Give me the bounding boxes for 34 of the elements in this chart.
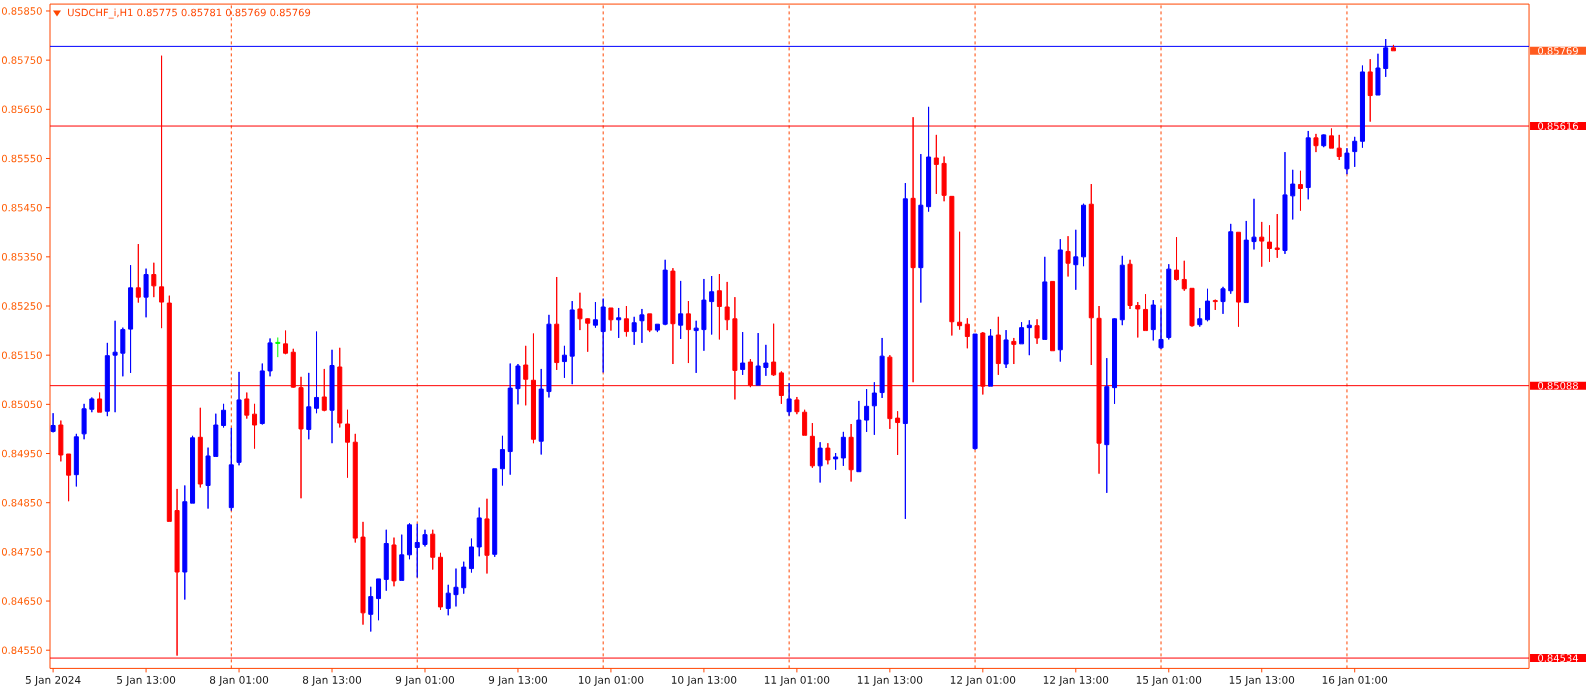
y-tick-label: 0.85550 [1, 154, 42, 163]
text: 0.85769 [1538, 47, 1578, 55]
x-tick-label: 5 Jan 2024 [25, 675, 81, 686]
y-tick-label: 0.85750 [1, 56, 42, 64]
x-tick-label: 10 Jan 13:00 [671, 675, 737, 686]
y-tick-label: 0.85850 [1, 7, 42, 15]
y-tick-label: 0.85250 [1, 302, 42, 310]
x-tick-label: 15 Jan 13:00 [1229, 675, 1295, 686]
chart-title: USDCHF_i,H1 0.85775 0.85781 0.85769 0.85769 [68, 8, 311, 19]
ref-line-label: 0.85616 [1538, 122, 1578, 130]
y-tick-label: 0.84950 [1, 449, 42, 458]
x-tick-label: 9 Jan 01:00 [395, 675, 455, 686]
y-tick-label: 0.84750 [1, 548, 42, 556]
x-tick-label: 11 Jan 13:00 [857, 675, 923, 686]
x-tick-label: 8 Jan 01:00 [209, 675, 269, 686]
y-tick-label: 0.85350 [1, 253, 42, 261]
x-tick-label: 5 Jan 13:00 [117, 675, 176, 686]
x-tick-label: 8 Jan 13:00 [302, 675, 362, 686]
y-tick-label: 0.84650 [1, 597, 42, 605]
x-tick-label: 9 Jan 13:00 [488, 675, 548, 686]
y-tick-label: 0.84850 [1, 498, 42, 507]
x-tick-label: 11 Jan 01:00 [764, 675, 830, 686]
x-tick-label: 10 Jan 01:00 [578, 675, 644, 686]
x-tick-label: 15 Jan 01:00 [1136, 675, 1202, 686]
y-tick-label: 0.85150 [1, 351, 42, 359]
y-tick-label: 0.85050 [1, 400, 42, 409]
x-tick-label: 12 Jan 13:00 [1043, 675, 1109, 686]
ref-line-label: 0.85088 [1538, 381, 1578, 390]
x-tick-label: 16 Jan 01:00 [1322, 675, 1388, 686]
x-tick-label: 12 Jan 01:00 [950, 675, 1016, 686]
y-tick-label: 0.85450 [1, 203, 42, 212]
y-tick-label: 0.85650 [1, 105, 42, 114]
ref-line-label: 0.84534 [1538, 654, 1579, 662]
y-tick-label: 0.84550 [1, 646, 42, 654]
